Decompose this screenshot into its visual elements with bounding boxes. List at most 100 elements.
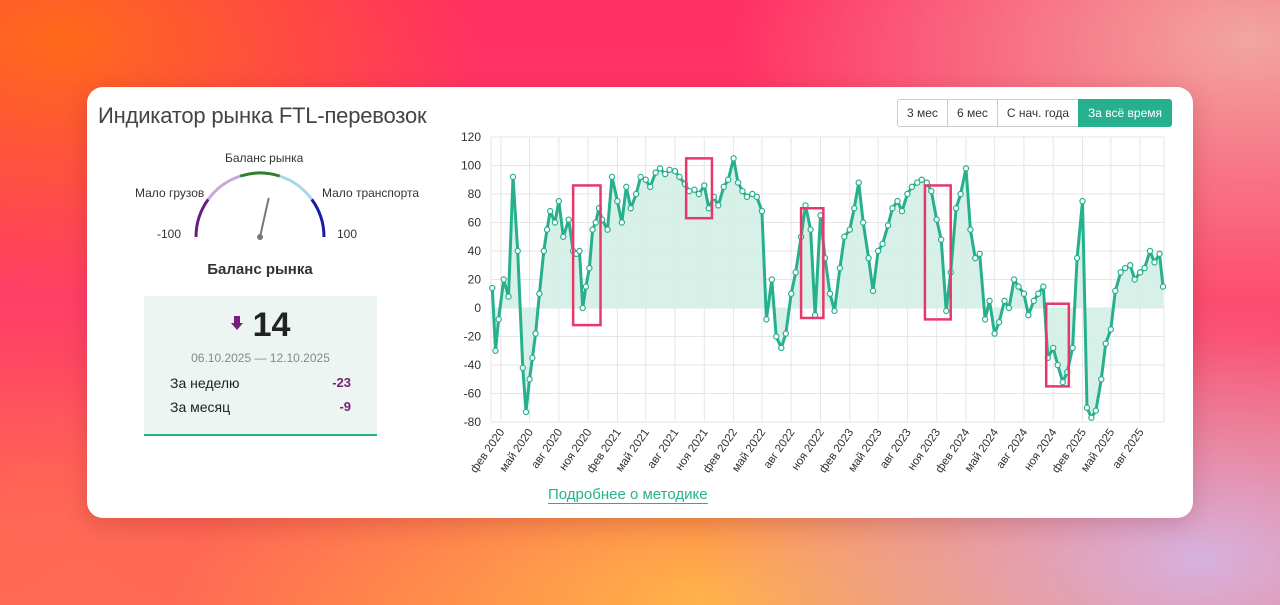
data-point: [1088, 414, 1095, 421]
week-value: -23: [332, 375, 351, 390]
data-point: [952, 205, 960, 212]
range-selector: 3 мес 6 мес С нач. года За всё время: [897, 99, 1173, 127]
highlight-box: [923, 184, 952, 321]
data-point: [778, 344, 785, 352]
data-point: [937, 236, 945, 243]
data-point: [1136, 269, 1144, 276]
data-point: [1102, 340, 1109, 347]
data-point: [671, 167, 679, 175]
methodology-link[interactable]: Подробнее о методике: [548, 486, 708, 504]
data-point: [1069, 344, 1076, 352]
gauge-arc-segment: [207, 174, 241, 201]
data-point: [894, 197, 901, 205]
data-point: [1092, 407, 1100, 414]
y-tick-label: 0: [474, 301, 481, 315]
data-point: [904, 190, 911, 198]
data-point: [540, 247, 548, 255]
data-point: [560, 233, 567, 240]
range-button-ytd[interactable]: С нач. года: [996, 99, 1080, 127]
month-label: За месяц: [170, 399, 231, 415]
data-point: [914, 179, 921, 186]
highlight-box: [571, 184, 602, 327]
data-point: [753, 193, 761, 201]
data-point: [505, 293, 512, 300]
data-point: [623, 183, 630, 191]
data-point: [646, 183, 654, 191]
gauge-right-label: Мало транспорта: [322, 186, 420, 200]
data-point: [1030, 297, 1037, 305]
data-point: [928, 187, 935, 195]
gauge-arc-segment: [279, 174, 313, 201]
range-button-all[interactable]: За всё время: [1078, 99, 1173, 127]
data-point: [1020, 290, 1028, 297]
data-point: [686, 187, 693, 195]
data-point: [763, 316, 770, 323]
data-point: [865, 254, 872, 262]
data-point: [730, 155, 737, 162]
data-point: [1121, 264, 1129, 272]
date-range: 06.10.2025 — 12.10.2025: [191, 351, 330, 365]
gauge-dial: [194, 171, 326, 240]
gauge-arc-segment: [239, 171, 281, 178]
data-point: [1005, 304, 1013, 312]
data-point: [841, 233, 848, 240]
market-indicator-card: Индикатор рынка FTL-перевозок 3 мес 6 ме…: [87, 87, 1193, 518]
data-point: [1146, 247, 1154, 255]
data-point: [1073, 254, 1081, 262]
data-point: [608, 173, 616, 181]
data-point: [489, 284, 496, 292]
data-point: [957, 190, 964, 198]
data-point: [614, 197, 621, 205]
data-point: [1040, 283, 1047, 290]
range-button-3m[interactable]: 3 мес: [897, 99, 948, 127]
y-tick-label: 40: [468, 244, 482, 258]
y-tick-label: -80: [464, 415, 482, 429]
data-point: [972, 254, 979, 262]
stat-value-row: 14: [144, 306, 377, 345]
data-point: [898, 207, 906, 215]
data-point: [981, 316, 989, 323]
data-point: [836, 264, 844, 272]
week-label: За неделю: [170, 375, 240, 391]
stat-box: 14 06.10.2025 — 12.10.2025 За неделю -23…: [144, 296, 377, 436]
data-point: [495, 316, 502, 323]
highlight-box: [1044, 302, 1071, 388]
data-point: [519, 364, 527, 372]
y-tick-label: 100: [461, 159, 481, 173]
data-point: [859, 219, 867, 226]
data-point: [551, 219, 559, 226]
data-point: [933, 216, 940, 223]
data-point: [739, 187, 746, 195]
data-point: [586, 264, 593, 272]
gauge-arc-segment: [194, 198, 210, 238]
data-point: [874, 247, 882, 255]
data-point: [826, 290, 834, 297]
y-tick-label: 60: [468, 216, 482, 230]
data-point: [1050, 344, 1057, 352]
data-point: [565, 216, 572, 223]
data-point: [514, 247, 521, 255]
gauge-needle: [259, 197, 270, 238]
data-point: [532, 330, 539, 337]
data-point: [967, 226, 974, 233]
data-point: [720, 183, 727, 191]
gauge-arc-segment: [310, 198, 326, 238]
gauge-pivot: [257, 234, 263, 240]
data-point: [1001, 297, 1008, 305]
data-point: [632, 190, 640, 198]
data-point: [943, 307, 950, 315]
y-tick-label: -20: [464, 330, 482, 344]
data-point: [768, 276, 775, 283]
gauge-title: Баланс рынка: [207, 261, 313, 278]
data-point: [1083, 404, 1091, 411]
data-point: [869, 287, 877, 295]
gauge-min-label: -100: [157, 227, 182, 241]
highlight-box: [799, 207, 825, 320]
week-change-row: За неделю -23: [170, 375, 351, 391]
data-point: [991, 330, 998, 337]
y-tick-label: -60: [464, 387, 482, 401]
gauge-max-label: 100: [337, 227, 358, 241]
data-point: [995, 319, 1003, 326]
data-point: [492, 347, 499, 354]
